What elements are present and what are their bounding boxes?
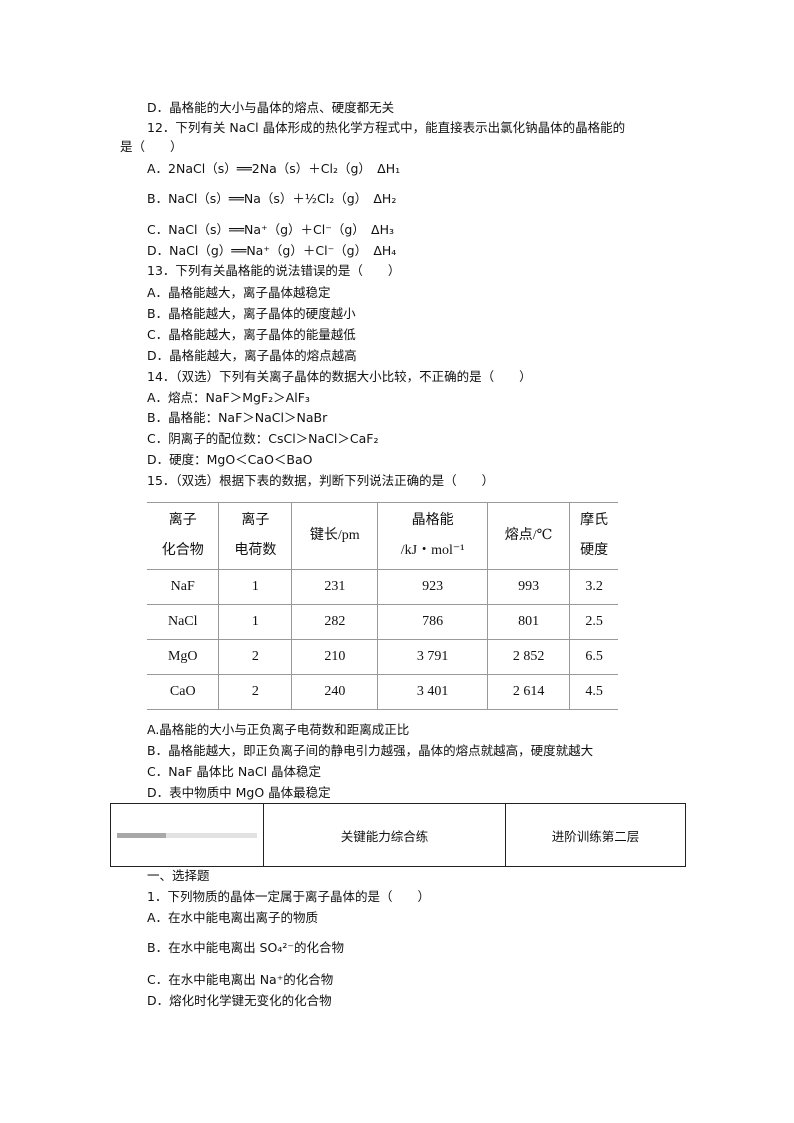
q1-option-c: C．在水中能电离出 Na⁺的化合物	[147, 972, 334, 987]
q15-option-b: B．晶格能越大，即正负离子间的静电引力越强，晶体的熔点就越高，硬度就越大	[147, 743, 594, 758]
q14-option-a: A．熔点：NaF＞MgF₂＞AlF₃	[147, 390, 310, 405]
q15-option-c: C．NaF 晶体比 NaCl 晶体稳定	[147, 764, 322, 779]
q12-stem-cont: 是（ ）	[120, 139, 183, 154]
q15-stem: 15．（双选）根据下表的数据，判断下列说法正确的是（ ）	[147, 473, 495, 488]
q15-option-a: A.晶格能的大小与正负离子电荷数和距离成正比	[147, 722, 410, 737]
q13-option-c: C．晶格能越大，离子晶体的能量越低	[147, 327, 356, 342]
table-cell: 231	[291, 569, 378, 605]
table-cell: 1	[218, 569, 292, 605]
table-row: NaCl 1 282 786 801 2.5	[147, 604, 618, 640]
q14-stem: 14．（双选）下列有关离子晶体的数据大小比较，不正确的是（ ）	[147, 369, 532, 384]
banner-level: 进阶训练第二层	[551, 828, 640, 844]
table-cell: 6.5	[569, 639, 618, 675]
q1-option-b: B．在水中能电离出 SO₄²⁻的化合物	[147, 940, 344, 955]
section-title: 一、选择题	[147, 868, 210, 883]
header-cell: 离子 化合物	[147, 502, 219, 570]
q11-option-d: D．晶格能的大小与晶体的熔点、硬度都无关	[147, 100, 395, 115]
table-cell: 786	[377, 604, 488, 640]
q14-option-c: C．阴离子的配位数：CsCl＞NaCl＞CaF₂	[147, 431, 379, 446]
header-cell: 键长/pm	[291, 502, 378, 570]
progress-bar	[117, 832, 257, 838]
table-row: MgO 2 210 3 791 2 852 6.5	[147, 639, 618, 675]
table-cell: 3.2	[569, 569, 618, 605]
q13-option-a: A．晶格能越大，离子晶体越稳定	[147, 285, 331, 300]
q1-option-d: D．熔化时化学键无变化的化合物	[147, 993, 332, 1008]
q12-option-a: A．2NaCl（s）══2Na（s）＋Cl₂（g） ΔH₁	[147, 161, 401, 176]
q13-option-d: D．晶格能越大，离子晶体的熔点越高	[147, 348, 357, 363]
table-cell: 2.5	[569, 604, 618, 640]
table-cell: 282	[291, 604, 378, 640]
header-cell: 离子 电荷数	[218, 502, 292, 570]
table-cell: 4.5	[569, 674, 618, 710]
q15-option-d: D．表中物质中 MgO 晶体最稳定	[147, 785, 331, 800]
table-cell: 2	[218, 674, 292, 710]
progress-cell	[111, 804, 264, 866]
q12-stem: 12．下列有关 NaCl 晶体形成的热化学方程式中，能直接表示出氯化钠晶体的晶格…	[147, 120, 626, 135]
header-cell: 晶格能/kJ・mol⁻¹	[377, 502, 488, 570]
q13-stem: 13．下列有关晶格能的说法错误的是（ ）	[147, 263, 401, 278]
table-cell: 240	[291, 674, 378, 710]
q12-option-c: C．NaCl（s）══Na⁺（g）＋Cl⁻（g） ΔH₃	[147, 222, 394, 237]
table-cell: 210	[291, 639, 378, 675]
header-cell: 摩氏 硬度	[569, 502, 618, 570]
q13-option-b: B．晶格能越大，离子晶体的硬度越小	[147, 306, 356, 321]
section-banner: 关键能力综合练 进阶训练第二层	[110, 803, 686, 867]
table-row: CaO 2 240 3 401 2 614 4.5	[147, 674, 618, 710]
q14-option-d: D．硬度：MgO＜CaO＜BaO	[147, 452, 313, 467]
header-cell: 熔点/℃	[486, 502, 570, 570]
q12-option-b: B．NaCl（s）══Na（s）＋½Cl₂（g） ΔH₂	[147, 191, 397, 206]
table-cell: CaO	[147, 674, 219, 710]
progress-fill	[117, 832, 166, 838]
data-table: 离子 化合物 离子 电荷数 键长/pm 晶格能/kJ・mol⁻¹ 熔点/℃ 摩氏 硬度…	[147, 502, 618, 710]
table-row: NaF 1 231 923 993 3.2	[147, 569, 618, 605]
table-cell: 2 614	[486, 674, 570, 710]
banner-title: 关键能力综合练	[264, 804, 506, 866]
table-cell: 923	[377, 569, 488, 605]
table-cell: MgO	[147, 639, 219, 675]
table-cell: 1	[218, 604, 292, 640]
q12-option-d: D．NaCl（g）══Na⁺（g）＋Cl⁻（g） ΔH₄	[147, 243, 397, 258]
q1-stem: 1．下列物质的晶体一定属于离子晶体的是（ ）	[147, 889, 430, 904]
table-cell: 3 791	[377, 639, 488, 675]
table-cell: 3 401	[377, 674, 488, 710]
table-cell: 2 852	[486, 639, 570, 675]
table-cell: 993	[486, 569, 570, 605]
q14-option-b: B．晶格能：NaF＞NaCl＞NaBr	[147, 410, 328, 425]
table-cell: NaCl	[147, 604, 219, 640]
q1-option-a: A．在水中能电离出离子的物质	[147, 910, 319, 925]
table-cell: NaF	[147, 569, 219, 605]
table-cell: 2	[218, 639, 292, 675]
table-cell: 801	[486, 604, 570, 640]
